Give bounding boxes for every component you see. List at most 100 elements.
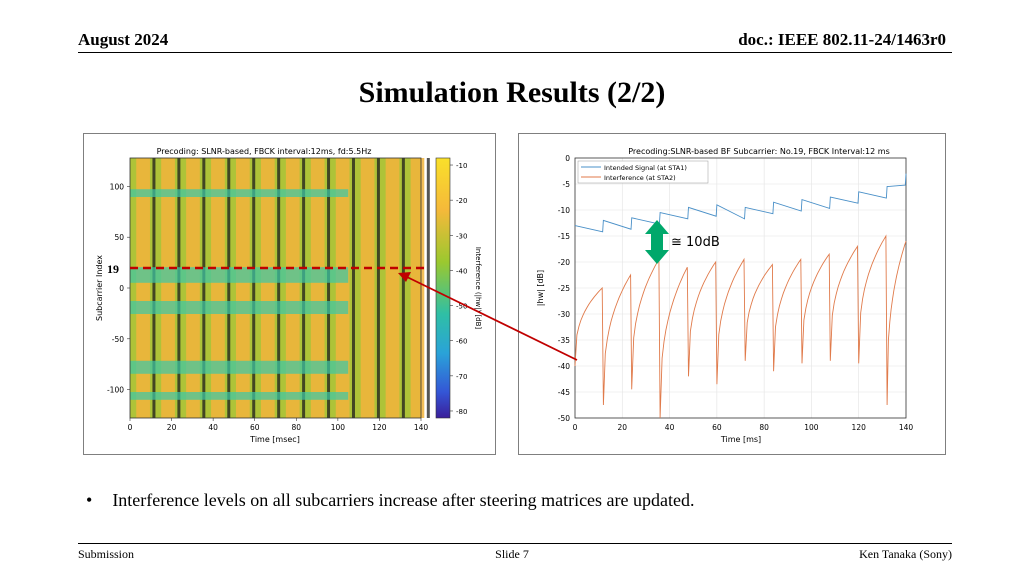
heatmap-low-region: [130, 360, 349, 374]
chart-y-tick-label: -35: [558, 336, 570, 345]
heatmap-band: [385, 158, 400, 418]
legend-signal-label: Intended Signal (at STA1): [604, 164, 687, 172]
heatmap-contour: [202, 158, 206, 418]
chart-x-tick-label: 20: [618, 423, 628, 432]
chart-y-tick-label: -15: [558, 232, 570, 241]
chart-y-tick-label: -45: [558, 388, 570, 397]
heatmap-contour: [227, 158, 231, 418]
heatmap-low-region: [130, 267, 349, 283]
heatmap-contour: [302, 158, 306, 418]
chart-grid: [574, 157, 907, 419]
chart-y-tick-label: -5: [563, 180, 571, 189]
colorbar-tick-label: -30: [456, 232, 467, 240]
chart-legend: Intended Signal (at STA1) Interference (…: [577, 160, 709, 184]
colorbar-tick-label: -20: [456, 197, 467, 205]
heatmap-y-tick-label: 100: [110, 182, 125, 191]
heatmap-y-label: Subcarrier Index: [95, 255, 104, 321]
heatmap-x-tick-label: 140: [414, 423, 429, 432]
chart-x-tick-label: 80: [759, 423, 769, 432]
footer-submission: Submission: [78, 547, 135, 561]
header-divider: [78, 52, 952, 53]
heatmap-plot-area: [130, 158, 430, 418]
bullet-text: Interference levels on all subcarriers i…: [112, 490, 695, 510]
heatmap-band: [186, 158, 200, 418]
heatmap-band: [285, 158, 300, 418]
heatmap-title: Precoding: SLNR-based, FBCK interval:12m…: [157, 147, 372, 156]
difference-double-arrow: [645, 220, 669, 264]
heatmap-contour: [277, 158, 281, 418]
heatmap-band: [310, 158, 325, 418]
bullet-dot: •: [86, 490, 93, 510]
header-doc-id: doc.: IEEE 802.11-24/1463r0: [738, 30, 946, 49]
heatmap-contour: [152, 158, 156, 418]
heatmap-low-region: [130, 392, 349, 400]
heatmap-low-region: [130, 301, 349, 314]
heatmap-x-ticks: 0 20 40 60 80 100 120 140: [128, 418, 429, 432]
colorbar-tick-label: -40: [456, 267, 467, 275]
heatmap-band: [161, 158, 175, 418]
heatmap-x-tick-label: 40: [208, 423, 218, 432]
heatmap-x-tick-label: 20: [167, 423, 177, 432]
legend-interference-label: Interference (at STA2): [604, 174, 676, 182]
chart-title: Precoding:SLNR-based BF Subcarrier: No.1…: [628, 147, 890, 156]
header-date: August 2024: [78, 30, 169, 49]
chart-y-label: |hw| [dB]: [536, 270, 545, 306]
colorbar-tick-label: -50: [456, 303, 467, 311]
heatmap-band: [410, 158, 425, 418]
heatmap-band: [260, 158, 275, 418]
series-intended-signal: [574, 173, 907, 233]
heatmap-contour: [252, 158, 256, 418]
difference-annotation: ≅ 10dB: [671, 235, 720, 250]
chart-x-tick-label: 40: [665, 423, 675, 432]
colorbar: [435, 157, 451, 419]
heatmap-y-ticks: 100 50 0 -50 -100: [107, 182, 130, 395]
heatmap-contour: [376, 158, 380, 418]
heatmap-figure: Precoding: SLNR-based, FBCK interval:12m…: [83, 133, 496, 455]
heatmap-svg: Precoding: SLNR-based, FBCK interval:12m…: [95, 147, 482, 444]
heatmap-contour: [351, 158, 355, 418]
colorbar-tick-label: -80: [456, 408, 467, 416]
chart-y-tick-label: 0: [565, 154, 570, 163]
bullet-item: • Interference levels on all subcarriers…: [86, 490, 695, 511]
chart-y-tick-label: -50: [558, 414, 570, 423]
chart-x-tick-label: 60: [712, 423, 722, 432]
heatmap-y-tick-label: -50: [112, 335, 124, 344]
heatmap-y-tick-label: -100: [107, 386, 124, 395]
heatmap-x-tick-label: 0: [128, 423, 133, 432]
chart-x-tick-label: 120: [852, 423, 867, 432]
heatmap-contour: [401, 158, 405, 418]
chart-x-ticks: 0 20 40 60 80 100 120 140: [573, 423, 914, 432]
heatmap-low-region: [130, 189, 349, 197]
colorbar-label: Interference (|hw|) [dB]: [474, 247, 482, 330]
heatmap-y-tick-label: 50: [114, 233, 124, 242]
heatmap-x-tick-label: 60: [250, 423, 260, 432]
chart-y-ticks: 0 -5 -10 -15 -20 -25 -30 -35 -40 -45 -50: [558, 154, 570, 423]
chart-y-tick-label: -40: [558, 362, 570, 371]
heatmap-x-tick-label: 120: [372, 423, 387, 432]
colorbar-ticks: -10 -20 -30 -40 -50 -60 -70 -80: [450, 162, 467, 416]
heatmap-band: [236, 158, 250, 418]
heatmap-x-tick-label: 100: [331, 423, 346, 432]
chart-y-tick-label: -20: [558, 258, 570, 267]
slide-title: Simulation Results (2/2): [358, 76, 666, 109]
heatmap-band: [360, 158, 375, 418]
line-chart-figure: Precoding:SLNR-based BF Subcarrier: No.1…: [518, 133, 946, 455]
heatmap-x-label: Time [msec]: [249, 435, 300, 444]
heatmap-y-tick-label: 0: [119, 284, 124, 293]
footer-divider: [78, 543, 952, 544]
colorbar-tick-label: -60: [456, 338, 467, 346]
heatmap-band: [136, 158, 150, 418]
series-interference: [574, 234, 907, 419]
chart-series: [574, 173, 907, 419]
chart-y-tick-label: -10: [558, 206, 570, 215]
footer-slide-number: Slide 7: [495, 547, 529, 561]
chart-x-label: Time [ms]: [720, 435, 761, 444]
chart-y-tick-label: -25: [558, 284, 570, 293]
colorbar-tick-label: -10: [456, 162, 467, 170]
chart-y-tick-label: -30: [558, 310, 570, 319]
chart-x-tick-label: 100: [804, 423, 819, 432]
heatmap-band: [211, 158, 225, 418]
footer-author: Ken Tanaka (Sony): [859, 547, 952, 561]
heatmap-contour: [177, 158, 181, 418]
heatmap-x-tick-label: 80: [292, 423, 302, 432]
